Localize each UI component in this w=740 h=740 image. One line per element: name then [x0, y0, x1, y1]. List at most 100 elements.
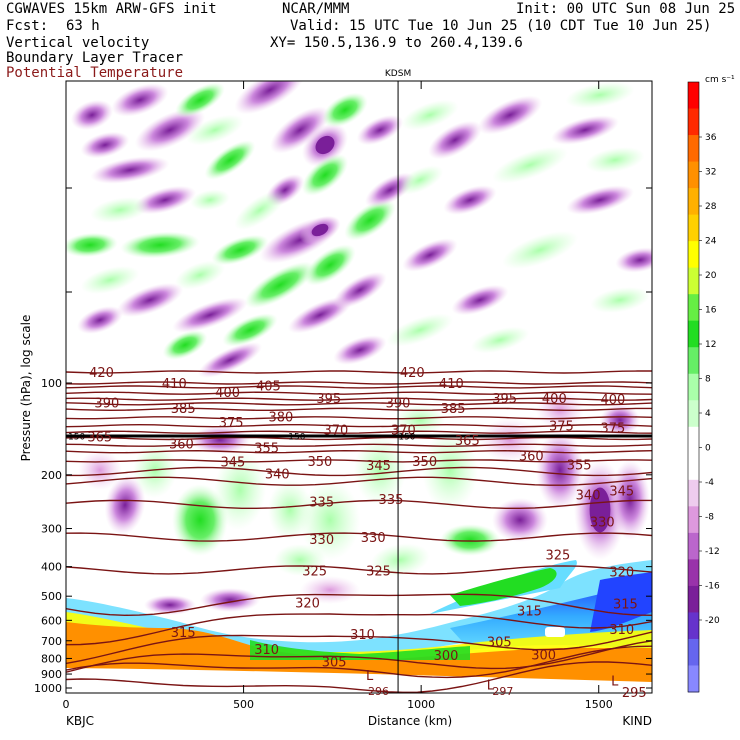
- velocity-cell: [90, 156, 170, 184]
- velocity-cell: [396, 165, 444, 195]
- model-title: CGWAVES 15km ARW-GFS init: [6, 1, 217, 17]
- velocity-cell: [470, 326, 530, 354]
- contour-label: 370: [391, 423, 416, 438]
- colorbar-swatch: [688, 665, 699, 693]
- contour-label: 355: [567, 458, 592, 473]
- colorbar-label: 32: [705, 168, 716, 178]
- velocity-cell-core: [315, 135, 335, 155]
- axes: 0 500 1000 15001002003004005006007008009001…: [34, 81, 652, 711]
- theta-contour-line: [66, 443, 652, 448]
- theta-contour-line: [66, 476, 652, 486]
- contour-label: 385: [171, 402, 196, 417]
- contour-label: 375: [601, 422, 626, 437]
- velocity-cell: [477, 95, 543, 135]
- colorbar-swatch: [688, 453, 699, 481]
- theta-contour-line: [66, 565, 652, 575]
- contour-label: 420: [400, 366, 425, 381]
- velocity-cell: [395, 405, 445, 435]
- colorbar-swatch: [688, 161, 699, 189]
- contour-label: 315: [613, 597, 638, 612]
- colorbar-swatch: [688, 347, 699, 375]
- velocity-cell-core: [589, 487, 611, 533]
- theta-contour-line: [66, 449, 652, 454]
- velocity-cell: [270, 106, 330, 154]
- contour-label: 395: [316, 392, 341, 407]
- contour-label: 325: [545, 548, 570, 563]
- velocity-cell: [600, 404, 640, 436]
- velocity-cell: [66, 232, 118, 258]
- forecast-hour: 63 h: [66, 18, 100, 34]
- velocity-cell: [300, 480, 360, 560]
- velocity-cell: [134, 108, 206, 152]
- velocity-cell: [172, 484, 228, 556]
- theta-contour-line: [66, 381, 652, 385]
- y-tick-label: 900: [41, 668, 62, 681]
- velocity-cell: [551, 115, 619, 145]
- contour-label: 310: [350, 628, 375, 643]
- colorbar-swatch: [688, 267, 699, 295]
- contour-label: 335: [309, 496, 334, 511]
- velocity-cell: [90, 197, 150, 223]
- contour-label: 385: [441, 402, 466, 417]
- velocity-cell: [566, 185, 634, 215]
- velocity-cell: [440, 524, 500, 556]
- velocity-cell: [133, 185, 197, 215]
- y-tick-label: 500: [41, 590, 62, 603]
- velocity-cell: [175, 260, 225, 290]
- x-tick-label: 500: [233, 698, 254, 711]
- velocity-cell: [274, 544, 326, 576]
- velocity-cell: [401, 99, 459, 131]
- colorbar-unit: cm s⁻¹: [705, 75, 735, 85]
- velocity-cell: [344, 199, 396, 241]
- colorbar-label: 8: [705, 375, 711, 385]
- field-vertical-velocity: Vertical velocity: [6, 35, 150, 51]
- velocity-cell: [443, 185, 497, 215]
- y-tick-label: 100: [41, 377, 62, 390]
- theta-contour-line: [66, 436, 652, 441]
- y-axis-title: Pressure (hPa), log scale: [19, 315, 33, 462]
- right-station-label: KIND: [622, 714, 652, 728]
- colorbar-swatch: [688, 585, 699, 613]
- theta-contour-line: [66, 370, 652, 374]
- colorbar-label: 16: [705, 306, 717, 316]
- contour-label: 400: [601, 393, 626, 408]
- velocity-cell: [536, 430, 584, 510]
- theta-contour-line: [66, 532, 652, 542]
- vertical-velocity-shading: [66, 81, 652, 615]
- colorbar-swatch: [688, 400, 699, 428]
- theta-contour-line: [66, 466, 652, 477]
- theta-contour-line: [66, 459, 652, 463]
- y-tick-label: 1000: [34, 682, 62, 695]
- theta-contour-line: [66, 407, 652, 412]
- colorbar-label: 12: [705, 340, 716, 350]
- y-tick-label: 700: [41, 635, 62, 648]
- contour-label: 310: [254, 643, 279, 658]
- colorbar-label: 20: [705, 271, 717, 281]
- velocity-cell: [386, 313, 454, 347]
- x-tick-label: 0: [63, 698, 70, 711]
- velocity-cell: [333, 335, 387, 365]
- velocity-cell: [502, 231, 578, 269]
- theta-contour-line: [66, 645, 652, 679]
- contour-label: 350: [308, 455, 333, 470]
- contour-label: 310: [609, 623, 634, 638]
- contour-label: 330: [309, 533, 334, 548]
- velocity-cell: [585, 147, 645, 173]
- velocity-cell: [162, 330, 208, 360]
- contour-label: 297: [492, 685, 513, 698]
- contour-label: 400: [215, 386, 240, 401]
- velocity-cell: [370, 543, 430, 577]
- velocity-cell: [615, 247, 652, 273]
- contour-label: 375: [549, 420, 574, 435]
- contour-label: 405: [256, 380, 281, 395]
- contour-label: L: [611, 675, 619, 690]
- colorbar-swatch: [688, 532, 699, 560]
- velocity-cell: [356, 114, 404, 146]
- left-station-label: KBJC: [66, 714, 94, 728]
- colorbar-label: 24: [705, 237, 717, 247]
- contour-label: 395: [492, 392, 517, 407]
- theta-contour-line: [66, 423, 652, 428]
- y-tick-label: 200: [41, 469, 62, 482]
- colorbar-swatch: [688, 479, 699, 507]
- valid-time: Valid: 15 UTC Tue 10 Jun 25 (10 CDT Tue …: [290, 18, 712, 34]
